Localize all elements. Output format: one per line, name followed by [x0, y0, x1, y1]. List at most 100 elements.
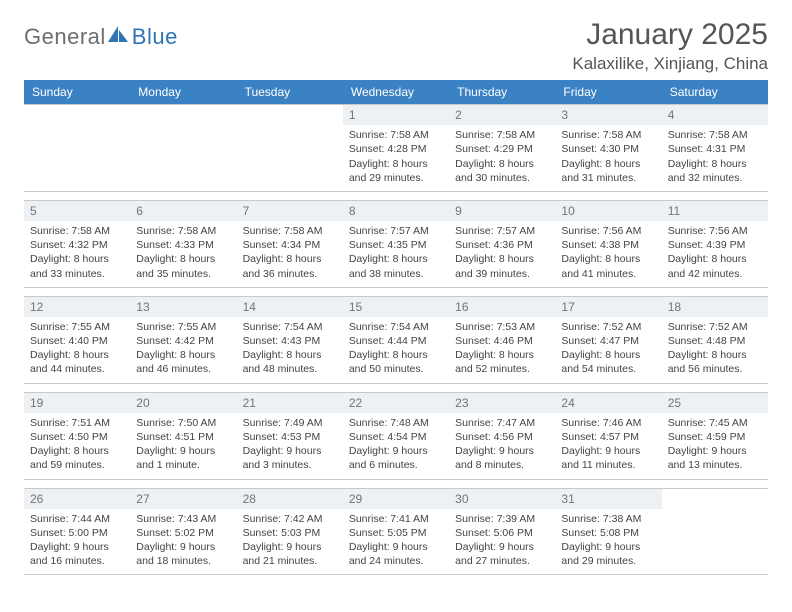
day-cell: 28Sunrise: 7:42 AMSunset: 5:03 PMDayligh… [237, 489, 343, 575]
day-cell: 3Sunrise: 7:58 AMSunset: 4:30 PMDaylight… [555, 105, 661, 191]
day-detail-line: Daylight: 9 hours [243, 444, 337, 458]
day-number: 31 [561, 492, 574, 506]
day-detail-line: Sunset: 4:47 PM [561, 334, 655, 348]
day-detail-line: and 44 minutes. [30, 362, 124, 376]
day-detail-line: Daylight: 8 hours [668, 157, 762, 171]
day-detail-line: and 24 minutes. [349, 554, 443, 568]
day-detail-line: and 29 minutes. [561, 554, 655, 568]
day-detail-line: Sunset: 4:48 PM [668, 334, 762, 348]
day-cell: 6Sunrise: 7:58 AMSunset: 4:33 PMDaylight… [130, 201, 236, 287]
day-cell: 11Sunrise: 7:56 AMSunset: 4:39 PMDayligh… [662, 201, 768, 287]
day-detail-line: Sunset: 4:43 PM [243, 334, 337, 348]
day-cell: 23Sunrise: 7:47 AMSunset: 4:56 PMDayligh… [449, 393, 555, 479]
day-detail-line: Daylight: 8 hours [561, 157, 655, 171]
day-detail-line: Sunrise: 7:58 AM [30, 224, 124, 238]
day-detail-line: Sunrise: 7:41 AM [349, 512, 443, 526]
logo-text-general: General [24, 24, 106, 50]
day-detail-line: and 48 minutes. [243, 362, 337, 376]
day-detail-line: Daylight: 8 hours [243, 252, 337, 266]
day-detail-line: Sunrise: 7:51 AM [30, 416, 124, 430]
day-detail-line: Sunrise: 7:57 AM [349, 224, 443, 238]
day-number-band [24, 105, 130, 109]
week-row: 5Sunrise: 7:58 AMSunset: 4:32 PMDaylight… [24, 200, 768, 288]
day-detail-line: Daylight: 9 hours [455, 540, 549, 554]
day-number: 30 [455, 492, 468, 506]
day-detail-line: and 33 minutes. [30, 267, 124, 281]
day-detail-line: Sunset: 4:54 PM [349, 430, 443, 444]
day-detail-line: Sunset: 5:08 PM [561, 526, 655, 540]
day-number: 19 [30, 396, 43, 410]
day-detail-line: Sunset: 5:05 PM [349, 526, 443, 540]
day-detail-line: Daylight: 8 hours [455, 157, 549, 171]
day-number: 17 [561, 300, 574, 314]
day-detail-line: and 8 minutes. [455, 458, 549, 472]
day-detail-line: Daylight: 9 hours [561, 540, 655, 554]
day-detail-line: Daylight: 8 hours [30, 252, 124, 266]
day-number: 1 [349, 108, 356, 122]
day-number: 27 [136, 492, 149, 506]
day-detail-line: Sunrise: 7:58 AM [561, 128, 655, 142]
day-detail-line: Sunrise: 7:58 AM [455, 128, 549, 142]
day-number-band: 31 [555, 489, 661, 509]
day-cell: 22Sunrise: 7:48 AMSunset: 4:54 PMDayligh… [343, 393, 449, 479]
day-detail-line: Sunset: 4:40 PM [30, 334, 124, 348]
day-cell: 9Sunrise: 7:57 AMSunset: 4:36 PMDaylight… [449, 201, 555, 287]
day-cell: 17Sunrise: 7:52 AMSunset: 4:47 PMDayligh… [555, 297, 661, 383]
day-detail-line: and 13 minutes. [668, 458, 762, 472]
day-number: 2 [455, 108, 462, 122]
location: Kalaxilike, Xinjiang, China [572, 54, 768, 74]
day-number: 29 [349, 492, 362, 506]
day-number-band: 9 [449, 201, 555, 221]
day-detail-line: Daylight: 8 hours [30, 444, 124, 458]
day-detail-line: Daylight: 8 hours [668, 348, 762, 362]
day-number: 28 [243, 492, 256, 506]
day-detail-line: Daylight: 9 hours [243, 540, 337, 554]
day-number-band: 7 [237, 201, 343, 221]
day-number-band: 14 [237, 297, 343, 317]
day-detail-line: Sunset: 4:39 PM [668, 238, 762, 252]
day-detail-line: Daylight: 8 hours [30, 348, 124, 362]
day-number-band: 11 [662, 201, 768, 221]
day-cell: 12Sunrise: 7:55 AMSunset: 4:40 PMDayligh… [24, 297, 130, 383]
day-number: 10 [561, 204, 574, 218]
day-detail-line: Sunrise: 7:52 AM [668, 320, 762, 334]
day-number: 7 [243, 204, 250, 218]
day-detail-line: and 29 minutes. [349, 171, 443, 185]
logo-text-blue: Blue [132, 24, 178, 50]
day-detail-line: and 41 minutes. [561, 267, 655, 281]
day-number: 20 [136, 396, 149, 410]
day-number-band [130, 105, 236, 109]
day-number-band: 29 [343, 489, 449, 509]
day-cell: 7Sunrise: 7:58 AMSunset: 4:34 PMDaylight… [237, 201, 343, 287]
day-detail-line: Sunset: 4:29 PM [455, 142, 549, 156]
day-detail-line: Sunset: 4:31 PM [668, 142, 762, 156]
day-cell: 25Sunrise: 7:45 AMSunset: 4:59 PMDayligh… [662, 393, 768, 479]
week-row: 12Sunrise: 7:55 AMSunset: 4:40 PMDayligh… [24, 296, 768, 384]
day-number: 24 [561, 396, 574, 410]
day-detail-line: Sunset: 4:32 PM [30, 238, 124, 252]
day-number: 18 [668, 300, 681, 314]
day-detail-line: Daylight: 8 hours [136, 348, 230, 362]
day-number: 12 [30, 300, 43, 314]
header: General Blue January 2025 Kalaxilike, Xi… [24, 18, 768, 74]
day-number-band: 2 [449, 105, 555, 125]
day-cell: 13Sunrise: 7:55 AMSunset: 4:42 PMDayligh… [130, 297, 236, 383]
weeks-container: 1Sunrise: 7:58 AMSunset: 4:28 PMDaylight… [24, 104, 768, 575]
day-detail-line: Sunrise: 7:44 AM [30, 512, 124, 526]
title-block: January 2025 Kalaxilike, Xinjiang, China [572, 18, 768, 74]
day-detail-line: Daylight: 9 hours [455, 444, 549, 458]
day-number: 21 [243, 396, 256, 410]
day-detail-line: Daylight: 9 hours [30, 540, 124, 554]
day-number-band: 18 [662, 297, 768, 317]
weekday-header-friday: Friday [555, 80, 661, 104]
day-detail-line: Daylight: 8 hours [349, 252, 443, 266]
day-number-band: 3 [555, 105, 661, 125]
day-detail-line: Daylight: 8 hours [455, 348, 549, 362]
day-number-band: 12 [24, 297, 130, 317]
logo: General Blue [24, 18, 178, 50]
day-detail-line: Sunrise: 7:57 AM [455, 224, 549, 238]
day-number-band: 22 [343, 393, 449, 413]
day-detail-line: and 42 minutes. [668, 267, 762, 281]
day-detail-line: Sunset: 5:06 PM [455, 526, 549, 540]
day-number-band: 6 [130, 201, 236, 221]
